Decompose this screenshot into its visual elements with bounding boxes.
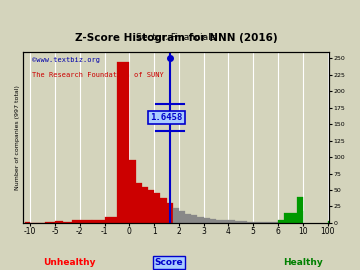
Bar bbox=[80, 220, 92, 223]
Text: Sector: Financials: Sector: Financials bbox=[136, 33, 216, 42]
Bar bbox=[135, 183, 142, 223]
Bar bbox=[216, 220, 222, 223]
Bar bbox=[284, 213, 297, 223]
Text: 1.6458: 1.6458 bbox=[150, 113, 183, 122]
Bar bbox=[247, 222, 253, 223]
Text: Healthy: Healthy bbox=[284, 258, 323, 267]
Bar bbox=[148, 190, 154, 223]
Title: Z-Score Histogram for NNN (2016): Z-Score Histogram for NNN (2016) bbox=[75, 32, 277, 42]
Bar bbox=[72, 220, 80, 223]
Bar bbox=[154, 193, 160, 223]
Bar bbox=[235, 221, 241, 223]
Bar bbox=[222, 220, 229, 223]
Y-axis label: Number of companies (997 total): Number of companies (997 total) bbox=[15, 85, 20, 190]
Bar bbox=[210, 219, 216, 223]
Bar bbox=[185, 214, 191, 223]
Bar bbox=[191, 215, 198, 223]
Bar bbox=[167, 203, 173, 223]
Text: Unhealthy: Unhealthy bbox=[44, 258, 96, 267]
Bar bbox=[198, 217, 204, 223]
Bar bbox=[45, 222, 50, 223]
Text: The Research Foundation of SUNY: The Research Foundation of SUNY bbox=[32, 72, 164, 78]
Bar bbox=[25, 222, 30, 223]
Bar bbox=[253, 222, 266, 223]
Bar bbox=[117, 62, 129, 223]
Bar bbox=[328, 221, 329, 223]
Bar bbox=[142, 187, 148, 223]
Bar bbox=[50, 222, 55, 223]
Bar bbox=[104, 217, 117, 223]
Text: Score: Score bbox=[155, 258, 183, 267]
Bar bbox=[173, 208, 179, 223]
Text: ©www.textbiz.org: ©www.textbiz.org bbox=[32, 57, 100, 63]
Bar bbox=[278, 220, 284, 223]
Bar bbox=[179, 211, 185, 223]
Bar bbox=[55, 221, 63, 223]
Bar bbox=[229, 220, 235, 223]
Bar bbox=[63, 222, 72, 223]
Bar bbox=[204, 218, 210, 223]
Bar bbox=[266, 222, 278, 223]
Bar bbox=[92, 220, 104, 223]
Bar bbox=[241, 221, 247, 223]
Bar bbox=[129, 160, 135, 223]
Bar bbox=[160, 198, 167, 223]
Bar bbox=[297, 197, 303, 223]
